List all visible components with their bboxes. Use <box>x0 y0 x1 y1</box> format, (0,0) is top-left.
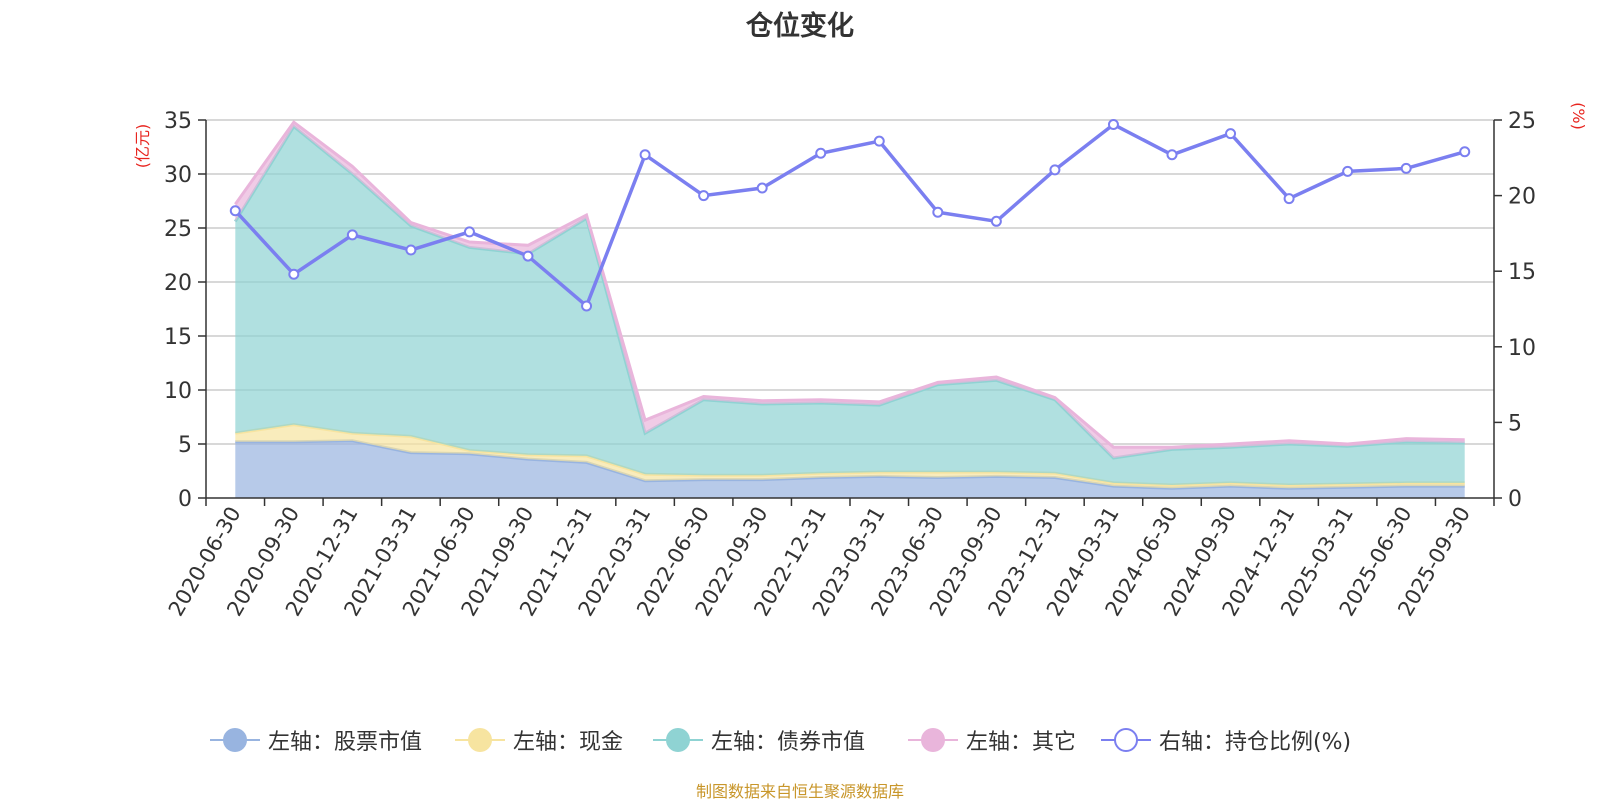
ratio-point <box>639 149 651 161</box>
area-series-2 <box>235 424 1465 489</box>
ratio-point <box>1283 193 1295 205</box>
left-tick-label: 0 <box>178 487 192 512</box>
legend-label: 右轴：持仓比例(%) <box>1159 730 1352 755</box>
legend-swatch-icon <box>455 720 505 760</box>
left-tick-label: 20 <box>164 271 192 296</box>
legend-swatch-icon <box>653 720 703 760</box>
right-tick-label: 20 <box>1508 185 1536 210</box>
left-tick-label: 10 <box>164 379 192 404</box>
ratio-point <box>1225 128 1237 140</box>
ratio-point <box>581 300 593 312</box>
stacked-areas <box>234 120 1465 498</box>
ratio-point <box>756 182 768 194</box>
ratio-point <box>288 268 300 280</box>
legend-swatch-icon <box>210 720 260 760</box>
left-tick-label: 35 <box>164 109 192 134</box>
area-series-1 <box>235 440 1465 498</box>
ratio-series-line <box>234 122 1466 309</box>
chart-title: 仓位变化 <box>746 11 854 42</box>
area-series-3 <box>235 126 1465 485</box>
left-tick-label: 5 <box>178 433 192 458</box>
legend-item[interactable]: 右轴：持仓比例(%) <box>1101 720 1351 760</box>
legend-swatch-icon <box>908 720 958 760</box>
ratio-point <box>873 135 885 147</box>
ratio-point <box>932 206 944 218</box>
ratio-point <box>463 226 475 238</box>
ratio-point <box>346 229 358 241</box>
ratio-line <box>229 119 1471 312</box>
legend-item[interactable]: 左轴：现金 <box>455 720 623 760</box>
right-axis-unit: (%) <box>1569 102 1588 130</box>
legend-item[interactable]: 左轴：债券市值 <box>653 720 865 760</box>
legend-item[interactable]: 左轴：股票市值 <box>210 720 422 760</box>
legend-label: 左轴：其它 <box>966 730 1077 755</box>
left-axis-unit: (亿元) <box>133 124 152 169</box>
legend-swatch-icon <box>1101 720 1151 760</box>
area-edge-series-4 <box>234 120 1465 449</box>
ratio-point <box>1459 146 1471 158</box>
right-tick-label: 0 <box>1508 487 1522 512</box>
left-tick-label: 15 <box>164 325 192 350</box>
ratio-point <box>815 147 827 159</box>
left-tick-label: 30 <box>164 163 192 188</box>
right-tick-label: 10 <box>1508 336 1536 361</box>
legend-label: 左轴：股票市值 <box>268 730 423 755</box>
ratio-point <box>1049 164 1061 176</box>
data-source-note: 制图数据来自恒生聚源数据库 <box>695 782 904 801</box>
ratio-point <box>1342 165 1354 177</box>
right-tick-label: 25 <box>1508 109 1536 134</box>
left-tick-label: 25 <box>164 217 192 242</box>
legend: 左轴：股票市值 左轴：现金 左轴：债券市值 左轴：其它 右轴：持仓比例(%) <box>0 720 1600 760</box>
right-tick-label: 5 <box>1508 411 1522 436</box>
ratio-point <box>698 190 710 202</box>
ratio-point <box>522 250 534 262</box>
legend-label: 左轴：债券市值 <box>711 730 866 755</box>
ratio-point <box>405 244 417 256</box>
ratio-point <box>229 205 241 217</box>
ratio-point <box>1400 162 1412 174</box>
ratio-point <box>1107 119 1119 131</box>
right-tick-label: 15 <box>1508 260 1536 285</box>
ratio-point <box>1166 149 1178 161</box>
legend-label: 左轴：现金 <box>513 730 624 755</box>
legend-item[interactable]: 左轴：其它 <box>908 720 1076 760</box>
ratio-point <box>990 215 1002 227</box>
